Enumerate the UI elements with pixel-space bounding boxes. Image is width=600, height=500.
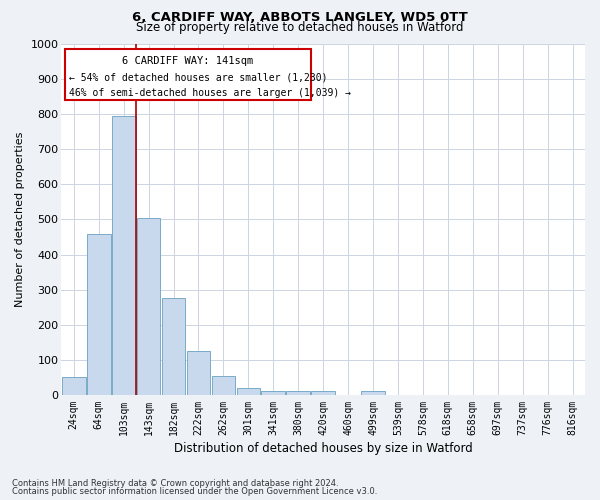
Text: 46% of semi-detached houses are larger (1,039) →: 46% of semi-detached houses are larger (… xyxy=(69,88,351,98)
Text: ← 54% of detached houses are smaller (1,230): ← 54% of detached houses are smaller (1,… xyxy=(69,72,328,82)
Y-axis label: Number of detached properties: Number of detached properties xyxy=(15,132,25,307)
Bar xyxy=(286,392,310,395)
Text: 6, CARDIFF WAY, ABBOTS LANGLEY, WD5 0TT: 6, CARDIFF WAY, ABBOTS LANGLEY, WD5 0TT xyxy=(132,11,468,24)
Bar xyxy=(62,378,86,395)
Bar xyxy=(87,234,110,395)
X-axis label: Distribution of detached houses by size in Watford: Distribution of detached houses by size … xyxy=(174,442,473,455)
Bar xyxy=(65,50,311,100)
Bar xyxy=(162,298,185,395)
Text: Size of property relative to detached houses in Watford: Size of property relative to detached ho… xyxy=(136,22,464,35)
Bar xyxy=(112,116,136,395)
Bar xyxy=(262,392,285,395)
Text: 6 CARDIFF WAY: 141sqm: 6 CARDIFF WAY: 141sqm xyxy=(122,56,254,66)
Bar xyxy=(187,351,211,395)
Text: Contains public sector information licensed under the Open Government Licence v3: Contains public sector information licen… xyxy=(12,487,377,496)
Bar xyxy=(311,392,335,395)
Bar xyxy=(137,218,160,395)
Text: Contains HM Land Registry data © Crown copyright and database right 2024.: Contains HM Land Registry data © Crown c… xyxy=(12,478,338,488)
Bar xyxy=(361,392,385,395)
Bar xyxy=(212,376,235,395)
Bar xyxy=(236,388,260,395)
